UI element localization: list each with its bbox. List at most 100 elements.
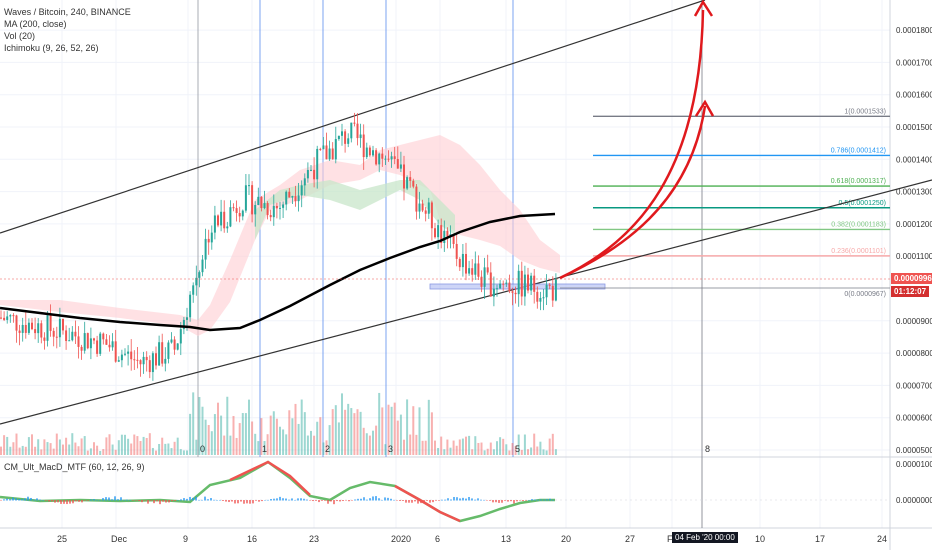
volume-bar xyxy=(554,449,557,455)
ichimoku-indicator-label[interactable]: Ichimoku (9, 26, 52, 26) xyxy=(4,43,99,53)
candle-body xyxy=(105,339,108,345)
volume-bar xyxy=(170,448,173,455)
volume-bar xyxy=(198,396,201,455)
candle-body xyxy=(263,203,266,209)
candle-body xyxy=(368,147,371,156)
macd-histogram-bar xyxy=(462,497,464,501)
volume-bar xyxy=(52,448,55,455)
macd-histogram-bar xyxy=(138,500,140,502)
time-axis[interactable]: 25 Dec 9 16 23 2020 6 13 20 27 F 10 17 24 xyxy=(57,534,887,544)
macd-histogram-bar xyxy=(183,498,185,501)
ma-indicator-label[interactable]: MA (200, close) xyxy=(4,19,67,29)
volume-bar xyxy=(114,449,117,455)
macd-histogram-bar xyxy=(420,500,422,504)
candle-body xyxy=(139,360,142,365)
volume-bar xyxy=(542,449,545,455)
price-channel[interactable] xyxy=(0,0,932,425)
volume-bar xyxy=(418,407,421,455)
volume-bar xyxy=(294,403,297,455)
volume-bar xyxy=(523,434,526,455)
volume-indicator-label[interactable]: Vol (20) xyxy=(4,31,36,41)
macd-histogram-bar xyxy=(294,499,296,501)
volume-bar xyxy=(272,411,275,455)
candle-body xyxy=(37,323,40,334)
volume-bar xyxy=(133,434,136,455)
macd-histogram-bar xyxy=(492,500,494,503)
candle-body xyxy=(102,333,105,340)
macd-histogram-bar xyxy=(309,500,311,501)
macd-histogram-bar xyxy=(486,500,488,501)
price-tick-label: 0.0001800 xyxy=(896,26,932,35)
volume-bar xyxy=(381,407,384,455)
candle-body xyxy=(89,338,92,349)
candle-body xyxy=(68,340,71,342)
fib-level-label: 0.382(0.0001183) xyxy=(831,221,886,228)
macd-histogram-bar xyxy=(423,500,425,504)
volume-bar xyxy=(440,436,443,455)
volume-bar xyxy=(334,405,337,455)
cycle-numbers: 0 1 2 3 5 8 xyxy=(200,444,710,454)
macd-histogram-bar xyxy=(108,497,110,501)
candle-body xyxy=(458,258,461,268)
candle-body xyxy=(554,278,557,301)
candle-body xyxy=(452,234,455,244)
volume-bar xyxy=(238,423,241,455)
macd-line-falling xyxy=(229,460,461,523)
arrow-head-upper xyxy=(693,0,714,17)
volume-bar xyxy=(254,433,257,455)
volume-bar xyxy=(145,438,148,455)
candle-body xyxy=(266,203,269,216)
candle-body xyxy=(316,148,319,180)
candle-body xyxy=(551,285,554,301)
candle-body xyxy=(226,226,229,229)
volume-bar xyxy=(124,434,126,455)
crosshair-time-badge: 04 Feb '20 00:00 xyxy=(672,532,738,543)
candle-body xyxy=(111,341,114,348)
candle-body xyxy=(353,122,356,124)
macd-indicator-label[interactable]: CM_Ult_MacD_MTF (60, 12, 26, 9) xyxy=(4,462,145,472)
volume-bar xyxy=(421,440,424,455)
macd-histogram-bar xyxy=(3,499,5,501)
macd-histogram-bar xyxy=(27,496,29,501)
volume-bar xyxy=(86,450,89,455)
candle-body xyxy=(186,317,188,320)
macd-axis[interactable]: 0.0000100 0.0000000 xyxy=(896,460,932,505)
candle-body xyxy=(24,324,27,333)
macd-histogram-bar xyxy=(252,500,254,504)
macd-histogram-bar xyxy=(126,499,128,501)
macd-histogram-bar xyxy=(33,499,35,501)
volume-bar xyxy=(34,446,37,455)
macd-histogram-bar xyxy=(456,497,458,501)
volume-bar xyxy=(344,409,347,455)
volume-bar xyxy=(201,406,204,455)
arrow-to-upper-target xyxy=(559,9,705,280)
candle-body xyxy=(381,153,384,159)
macd-histogram-bar xyxy=(540,499,542,501)
projection-arrows[interactable] xyxy=(559,0,715,280)
price-axis[interactable]: 0.0001800 0.0001700 0.0001600 0.0001500 0.00… xyxy=(896,26,932,455)
macd-histogram-bar xyxy=(417,500,419,504)
volume-bar xyxy=(24,446,27,455)
macd-histogram-bar xyxy=(513,500,515,504)
candle-body xyxy=(21,324,24,333)
macd-histogram-bar xyxy=(282,498,284,501)
macd-histogram-bar xyxy=(117,499,119,501)
macd-histogram-bar xyxy=(165,500,167,503)
volume-bar xyxy=(117,440,120,455)
fibonacci-retracement[interactable]: 1(0.0001533) 0.786(0.0001412) 0.618(0.0001… xyxy=(593,108,890,298)
volume-bar xyxy=(251,421,254,455)
macd-pane xyxy=(0,460,890,523)
volume-bar xyxy=(21,445,24,455)
candle-body xyxy=(161,342,164,364)
macd-histogram-bar xyxy=(186,498,188,501)
macd-histogram-bar xyxy=(162,500,164,502)
support-zone xyxy=(429,283,606,290)
symbol-title[interactable]: Waves / Bitcoin, 240, BINANCE xyxy=(4,7,131,17)
macd-histogram-bar xyxy=(15,498,17,501)
candle-body xyxy=(536,291,539,302)
volume-bar xyxy=(477,442,480,455)
candle-body xyxy=(6,316,9,320)
volume-bar xyxy=(337,422,340,455)
volume-bars xyxy=(0,392,557,455)
